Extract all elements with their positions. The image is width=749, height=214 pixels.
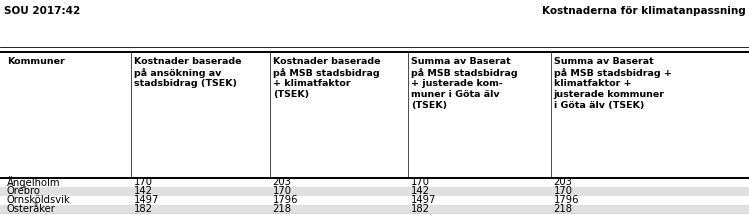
Text: Örnsköldsvik: Örnsköldsvik <box>7 195 70 205</box>
Text: Summa av Baserat
på MSB stadsbidrag
+ justerade kom-
muner i Göta älv
(TSEK): Summa av Baserat på MSB stadsbidrag + ju… <box>411 57 518 110</box>
Bar <box>0 187 749 196</box>
Text: 170: 170 <box>134 177 153 187</box>
Text: Ängelholm: Ängelholm <box>7 176 60 188</box>
Text: 218: 218 <box>554 204 572 214</box>
Text: Kostnader baserade
på ansökning av
stadsbidrag (TSEK): Kostnader baserade på ansökning av stads… <box>134 57 242 88</box>
Text: 182: 182 <box>134 204 153 214</box>
Text: 170: 170 <box>554 186 572 196</box>
Bar <box>0 196 749 205</box>
Text: Örebro: Örebro <box>7 186 40 196</box>
Text: 218: 218 <box>273 204 291 214</box>
Text: 170: 170 <box>411 177 430 187</box>
Text: 1796: 1796 <box>554 195 579 205</box>
Text: Kommuner: Kommuner <box>7 57 64 66</box>
Bar <box>0 178 749 187</box>
Text: Österåker: Österåker <box>7 204 55 214</box>
Bar <box>0 205 749 214</box>
Text: SOU 2017:42: SOU 2017:42 <box>4 6 80 16</box>
Text: 182: 182 <box>411 204 430 214</box>
Text: 142: 142 <box>411 186 430 196</box>
Text: 1796: 1796 <box>273 195 298 205</box>
Text: 142: 142 <box>134 186 153 196</box>
Text: 170: 170 <box>273 186 291 196</box>
Text: Kostnaderna för klimatanpassning: Kostnaderna för klimatanpassning <box>542 6 745 16</box>
Text: 203: 203 <box>273 177 291 187</box>
Text: Kostnader baserade
på MSB stadsbidrag
+ klimatfaktor
(TSEK): Kostnader baserade på MSB stadsbidrag + … <box>273 57 380 99</box>
Text: 1497: 1497 <box>411 195 437 205</box>
Text: 203: 203 <box>554 177 572 187</box>
Text: Summa av Baserat
på MSB stadsbidrag +
klimatfaktor +
justerade kommuner
i Göta ä: Summa av Baserat på MSB stadsbidrag + kl… <box>554 57 671 110</box>
Text: 1497: 1497 <box>134 195 160 205</box>
